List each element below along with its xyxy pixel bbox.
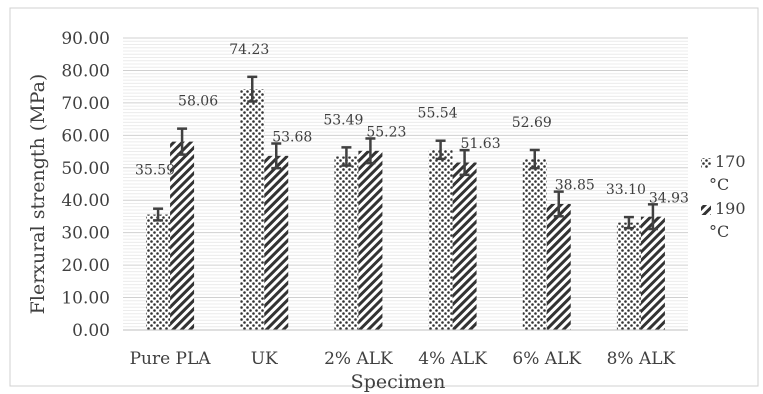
error-bars — [153, 75, 658, 231]
legend-swatch-170 — [701, 158, 711, 168]
data-label: 55.23 — [366, 124, 406, 140]
x-axis-categories: Pure PLA UK 2% ALK 4% ALK 6% ALK 8% ALK — [130, 349, 676, 369]
bars — [146, 89, 665, 330]
category-label: 4% ALK — [418, 349, 487, 369]
legend: 170 °C 190 °C — [701, 152, 746, 241]
bar-170 — [616, 222, 641, 330]
data-label: 55.54 — [418, 106, 458, 122]
bar-170 — [146, 214, 171, 330]
data-label: 35.59 — [135, 163, 175, 179]
bar-170 — [522, 159, 547, 330]
data-label: 34.93 — [649, 190, 689, 206]
bar-190 — [264, 155, 289, 330]
bar-190 — [170, 141, 195, 330]
category-label: 2% ALK — [324, 349, 393, 369]
category-label: Pure PLA — [130, 349, 212, 369]
bar-170 — [240, 89, 265, 330]
y-tick-label: 40.00 — [61, 191, 110, 211]
bar-190 — [452, 162, 477, 330]
y-tick-label: 50.00 — [61, 159, 110, 179]
legend-label-190: 190 — [715, 199, 746, 218]
legend-unit-190: °C — [709, 222, 729, 241]
x-axis-title: Specimen — [351, 371, 446, 393]
bar-170 — [334, 156, 359, 330]
data-label: 38.85 — [555, 178, 595, 194]
data-label: 58.06 — [178, 94, 218, 110]
y-tick-label: 30.00 — [61, 224, 110, 244]
data-label: 74.23 — [229, 42, 269, 58]
y-axis-title: Flerxural strength (MPa) — [27, 74, 49, 315]
category-label: UK — [251, 349, 278, 369]
data-label: 53.49 — [323, 112, 363, 128]
y-tick-label: 60.00 — [61, 126, 110, 146]
data-label: 33.10 — [606, 182, 646, 198]
grid-lines — [123, 37, 688, 331]
y-tick-label: 90.00 — [61, 29, 110, 49]
bar-190 — [640, 216, 665, 330]
y-tick-label: 20.00 — [61, 256, 110, 276]
data-label: 53.68 — [272, 130, 312, 146]
category-label: 6% ALK — [512, 349, 581, 369]
y-tick-label: 0.00 — [72, 321, 110, 341]
y-tick-label: 10.00 — [61, 289, 110, 309]
bar-190 — [358, 150, 383, 330]
data-label: 51.63 — [461, 136, 501, 152]
bar-170 — [428, 149, 453, 330]
y-tick-label: 80.00 — [61, 61, 110, 81]
bar-190 — [546, 203, 571, 330]
y-axis-ticks: 0.00 10.00 20.00 30.00 40.00 50.00 60.00 70.00 8… — [61, 29, 110, 341]
category-label: 8% ALK — [607, 349, 676, 369]
legend-swatch-190 — [701, 205, 711, 215]
legend-label-170: 170 — [715, 152, 746, 171]
chart-border — [9, 7, 759, 387]
legend-unit-170: °C — [709, 175, 729, 194]
data-label: 52.69 — [512, 115, 552, 131]
y-tick-label: 70.00 — [61, 94, 110, 114]
